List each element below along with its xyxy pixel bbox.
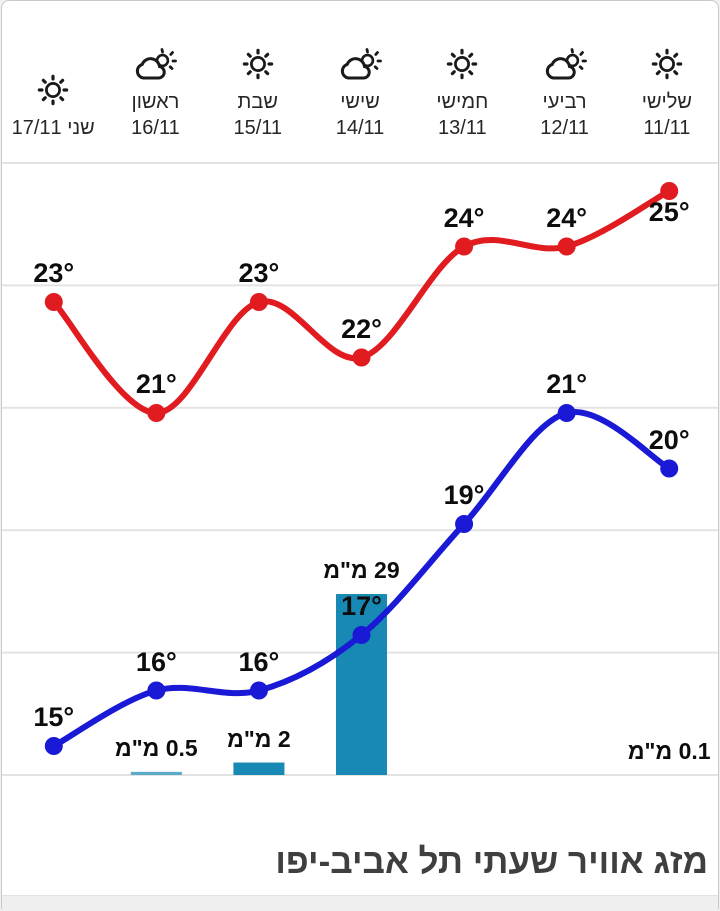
day-column-15-11[interactable]: שבת 15/11 [207, 1, 309, 159]
day-column-12-11[interactable]: רביעי 12/11 [513, 1, 615, 159]
day-date: 16/11 [131, 117, 180, 139]
min-temp-point [44, 737, 63, 755]
weather-header: שלישי 11/11 רביעי 12/11 חמישי 13/11 שישי 14/11 ש… [2, 1, 718, 159]
max-temp-point [44, 293, 63, 311]
day-date: 14/11 [335, 117, 385, 139]
max-temp-point [352, 348, 371, 367]
bottom-strip [2, 895, 718, 909]
precipitation-bar [130, 771, 182, 775]
day-name-date: שני 17/11 [11, 117, 95, 139]
min-temp-point [660, 459, 679, 478]
precipitation-bar [233, 762, 285, 775]
max-temp-point [249, 293, 268, 311]
day-name: רביעי [542, 91, 587, 113]
chart-title: מזג אוויר שעתי תל אביב-יפו [275, 842, 708, 881]
data-points [44, 182, 679, 755]
day-column-13-11[interactable]: חמישי 13/11 [411, 1, 513, 159]
min-temp-point [455, 515, 474, 533]
max-temp-point [455, 237, 474, 256]
day-column-16-11[interactable]: ראשון 16/11 [104, 1, 206, 159]
day-name: שלישי [641, 91, 692, 113]
sun-cloud-icon [542, 47, 588, 85]
day-name: שבת [237, 91, 278, 113]
sun-icon [32, 69, 74, 111]
max-temp-point [147, 404, 166, 422]
max-temp-line [50, 188, 673, 416]
min-temp-point [147, 681, 166, 700]
max-temp-point [660, 182, 679, 200]
sun-cloud-icon [132, 47, 178, 85]
max-temp-point [557, 237, 576, 256]
day-name: שישי [340, 91, 380, 113]
min-temp-point [557, 404, 576, 422]
min-temp-point [352, 626, 371, 644]
day-name: חמישי [436, 91, 489, 113]
day-date: 13/11 [438, 117, 487, 139]
day-date: 11/11 [643, 117, 691, 139]
precipitation-bars [130, 594, 387, 775]
precipitation-bar [336, 594, 387, 775]
sun-icon [646, 43, 688, 85]
day-name: ראשון [131, 91, 180, 113]
day-date: 12/11 [540, 117, 589, 139]
day-date: 15/11 [233, 117, 283, 139]
sun-icon [441, 43, 483, 85]
sun-cloud-icon [337, 47, 383, 85]
sun-icon [237, 43, 279, 85]
day-column-14-11[interactable]: שישי 14/11 [309, 1, 411, 159]
day-column-17-11[interactable]: שני 17/11 [2, 1, 104, 159]
min-temp-point [249, 681, 268, 700]
day-column-11-11[interactable]: שלישי 11/11 [616, 1, 718, 159]
